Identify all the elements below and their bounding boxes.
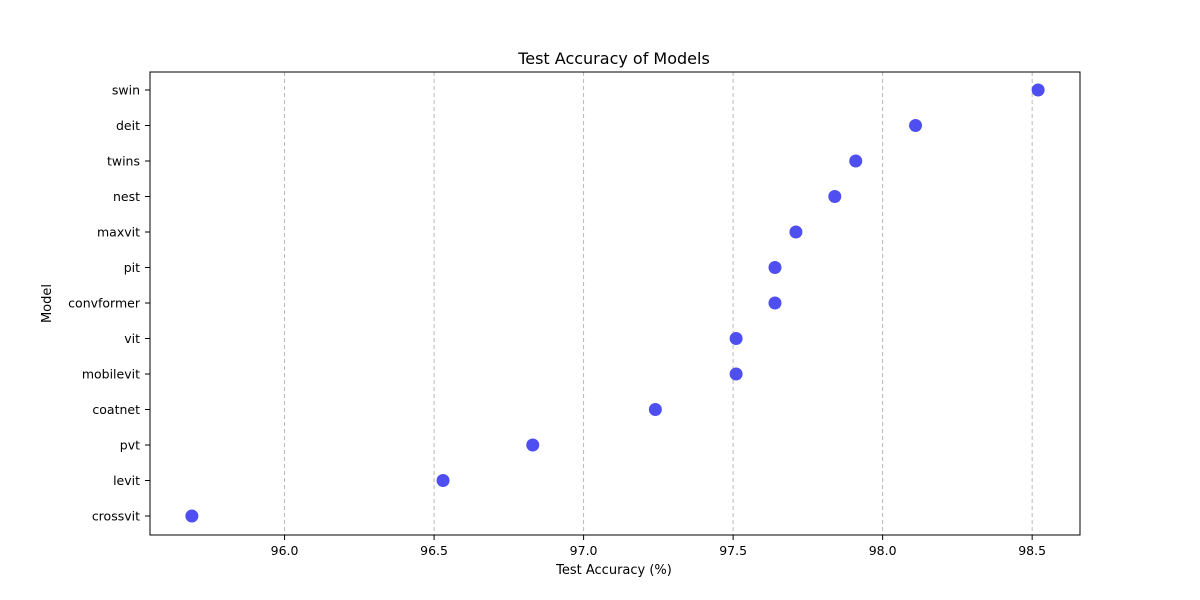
data-point-vit: [729, 332, 743, 345]
y-axis: swin deit twins nest maxvit pit convformer vit m…: [68, 83, 150, 524]
data-point-maxvit: [789, 225, 803, 239]
data-point-nest: [828, 190, 842, 203]
x-axis-label: Test Accuracy (%): [555, 563, 672, 578]
y-tick-label: levit: [113, 473, 140, 488]
y-tick-label: maxvit: [97, 225, 140, 240]
data-point-swin: [1031, 83, 1045, 97]
x-tick-label: 97.0: [570, 543, 598, 558]
data-point-convformer: [768, 296, 782, 310]
y-tick-label: swin: [112, 83, 140, 98]
y-tick-label: vit: [124, 331, 140, 346]
x-tick-label: 98.5: [1018, 543, 1046, 558]
y-tick-label: deit: [116, 118, 140, 133]
y-tick-label: crossvit: [92, 509, 140, 524]
y-tick-label: pit: [124, 260, 140, 275]
x-tick-label: 96.0: [271, 543, 299, 558]
plot-frame: [149, 71, 1081, 536]
x-tick-label: 98.0: [869, 543, 897, 558]
y-tick-label: pvt: [120, 438, 140, 453]
y-tick-label: nest: [113, 189, 140, 204]
data-point-levit: [436, 474, 450, 487]
data-point-twins: [849, 154, 863, 168]
data-point-pvt: [526, 438, 540, 452]
data-point-crossvit: [185, 509, 199, 523]
y-tick-label: mobilevit: [82, 367, 140, 382]
plot-area: [185, 83, 1045, 523]
data-point-deit: [909, 119, 923, 132]
data-point-coatnet: [648, 403, 662, 416]
x-tick-label: 96.5: [420, 543, 448, 558]
y-axis-label: Model: [40, 284, 55, 323]
y-tick-label: convformer: [68, 296, 141, 311]
y-tick-label: twins: [107, 154, 140, 169]
data-point-mobilevit: [729, 367, 743, 381]
y-tick-label: coatnet: [92, 402, 140, 417]
x-tick-label: 97.5: [719, 543, 747, 558]
chart-title: Test Accuracy of Models: [517, 49, 710, 68]
data-point-pit: [768, 261, 782, 274]
grid-layer: [284, 72, 1033, 535]
x-axis: 96.0 96.5 97.0 97.5 98.0 98.5: [271, 535, 1046, 558]
